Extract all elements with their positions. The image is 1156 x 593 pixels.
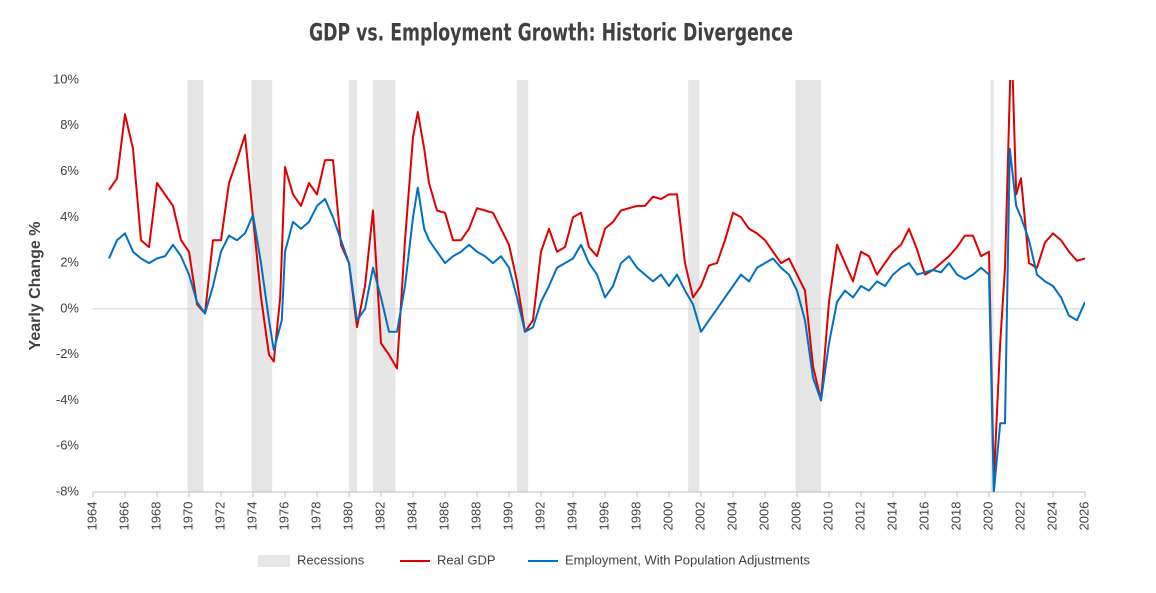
legend-label: Employment, With Population Adjustments bbox=[565, 552, 810, 567]
recession-band bbox=[517, 80, 529, 492]
recession-band bbox=[373, 80, 396, 492]
recession-band bbox=[251, 80, 273, 492]
legend-swatch bbox=[258, 555, 290, 567]
chart-title: GDP vs. Employment Growth: Historic Dive… bbox=[309, 20, 793, 48]
x-tick-label: 1978 bbox=[308, 502, 323, 531]
x-tick-label: 1986 bbox=[436, 502, 451, 531]
axes: -8% -6% -4% -2% 0% 2% 4% 6% 8% 10% 1964 1966 1968 197… bbox=[53, 71, 1091, 530]
x-tick-label: 2014 bbox=[884, 502, 899, 531]
x-tick-label: 2024 bbox=[1044, 502, 1059, 531]
x-tick-label: 1964 bbox=[84, 502, 99, 531]
legend: Recessions Real GDP Employment, With Popul… bbox=[258, 552, 810, 567]
x-tick-label: 2008 bbox=[788, 502, 803, 531]
y-tick-label: 0% bbox=[60, 300, 79, 315]
y-tick-label: 4% bbox=[60, 209, 79, 224]
recession-band bbox=[688, 80, 700, 492]
x-tick-label: 2012 bbox=[852, 502, 867, 531]
x-tick-label: 1988 bbox=[468, 502, 483, 531]
lines bbox=[108, 80, 1085, 492]
y-tick-label: -4% bbox=[56, 392, 80, 407]
series-line bbox=[108, 147, 1085, 492]
x-tick-label: 1994 bbox=[564, 502, 579, 531]
x-tick-label: 1980 bbox=[340, 502, 355, 531]
y-tick-label: -8% bbox=[56, 483, 80, 498]
x-tick-label: 2000 bbox=[660, 502, 675, 531]
x-tick-label: 1976 bbox=[276, 502, 291, 531]
legend-label: Recessions bbox=[297, 552, 365, 567]
y-tick-label: 6% bbox=[60, 163, 79, 178]
x-tick-label: 2004 bbox=[724, 502, 739, 531]
x-tick-label: 1996 bbox=[596, 502, 611, 531]
y-tick-label: -6% bbox=[56, 438, 80, 453]
x-tick-label: 2016 bbox=[916, 502, 931, 531]
x-tick-label: 1966 bbox=[116, 502, 131, 531]
x-tick-label: 1984 bbox=[404, 502, 419, 531]
x-tick-label: 2022 bbox=[1012, 502, 1027, 531]
y-tick-label: 10% bbox=[53, 71, 79, 86]
x-tick-label: 2018 bbox=[948, 502, 963, 531]
recessions bbox=[187, 80, 994, 492]
recession-band bbox=[187, 80, 204, 492]
x-tick-label: 1968 bbox=[148, 502, 163, 531]
y-tick-label: -2% bbox=[56, 346, 80, 361]
y-tick-label: 2% bbox=[60, 255, 79, 270]
x-tick-label: 2026 bbox=[1076, 502, 1091, 531]
x-tick-label: 1992 bbox=[532, 502, 547, 531]
x-tick-label: 1972 bbox=[212, 502, 227, 531]
x-tick-label: 1974 bbox=[244, 502, 259, 531]
x-tick-label: 2010 bbox=[820, 502, 835, 531]
recession-band bbox=[990, 80, 994, 492]
y-axis-label: Yearly Change % bbox=[27, 222, 44, 351]
x-tick-label: 2020 bbox=[980, 502, 995, 531]
y-tick-label: 8% bbox=[60, 117, 79, 132]
x-tick-label: 1970 bbox=[180, 502, 195, 531]
x-tick-label: 2002 bbox=[692, 502, 707, 531]
legend-label: Real GDP bbox=[437, 552, 496, 567]
x-tick-label: 1982 bbox=[372, 502, 387, 531]
recession-band bbox=[795, 80, 821, 492]
x-tick-label: 1998 bbox=[628, 502, 643, 531]
x-tick-label: 2006 bbox=[756, 502, 771, 531]
x-tick-label: 1990 bbox=[500, 502, 515, 531]
